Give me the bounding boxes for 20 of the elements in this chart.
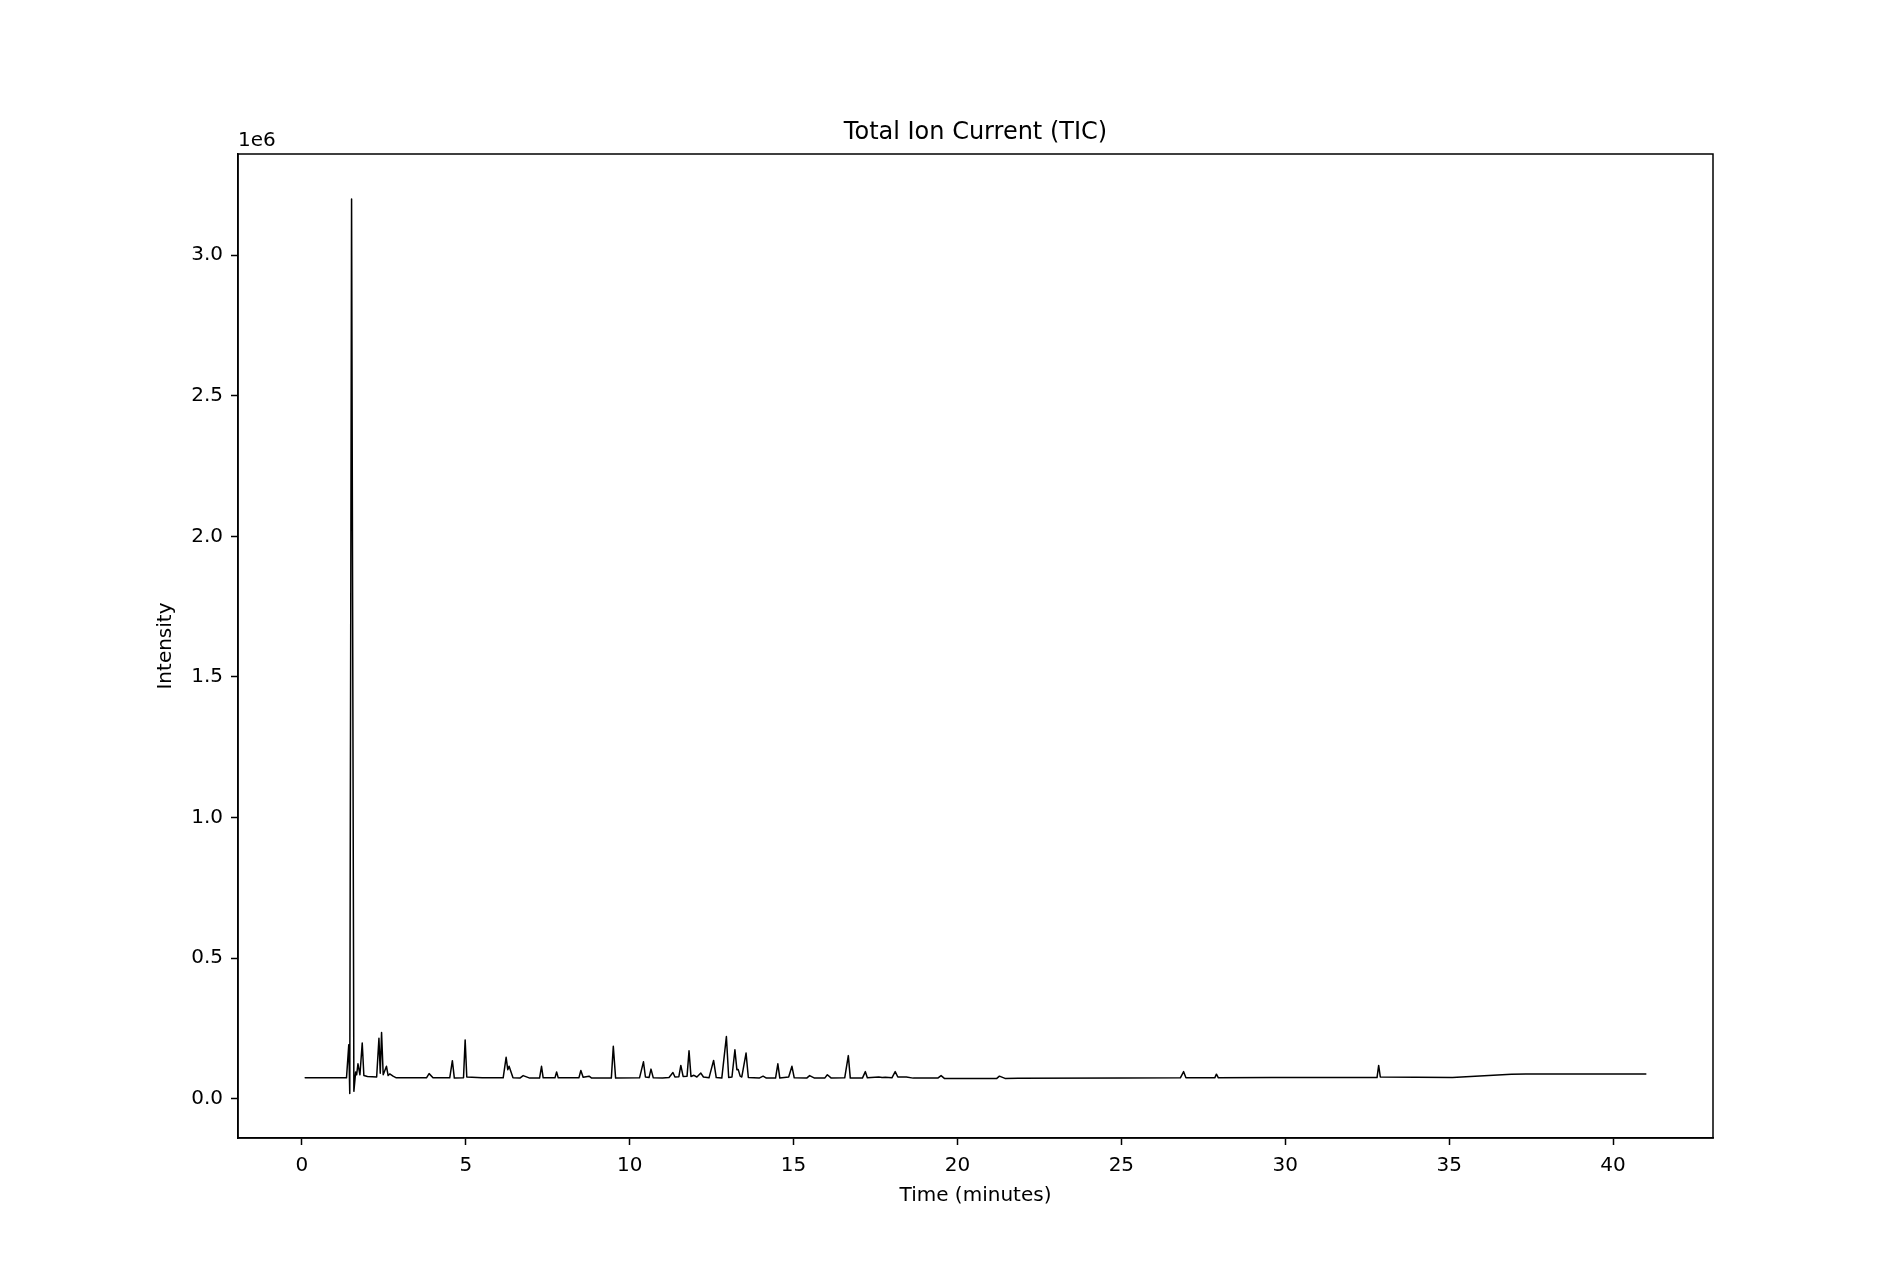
x-tick-label: 5 xyxy=(459,1152,473,1177)
y-tick-label: 3.0 xyxy=(191,241,223,266)
x-tick-label: 40 xyxy=(1600,1152,1626,1177)
y-tick-label: 1.0 xyxy=(191,803,223,828)
y-axis-title: Intensity xyxy=(152,602,177,690)
y-tick-label: 0.0 xyxy=(191,1084,223,1109)
x-tick-label: 0 xyxy=(295,1152,309,1177)
text: 1e6 xyxy=(238,127,276,151)
y-tick-label: 0.5 xyxy=(191,944,223,969)
x-tick-label: 25 xyxy=(1108,1152,1135,1177)
y-tick-label: 1.5 xyxy=(191,663,223,688)
x-tick-label: 30 xyxy=(1272,1152,1298,1177)
x-axis-title: Time (minutes) xyxy=(898,1182,1052,1207)
x-tick-label: 35 xyxy=(1436,1152,1462,1177)
chart-title: Total Ion Current (TIC) xyxy=(842,117,1108,145)
x-tick-label: 15 xyxy=(780,1152,807,1177)
x-tick-label: 10 xyxy=(616,1152,643,1177)
y-tick-label: 2.5 xyxy=(191,381,223,406)
x-tick-label: 20 xyxy=(944,1152,971,1177)
y-tick-label: 2.0 xyxy=(191,522,223,547)
